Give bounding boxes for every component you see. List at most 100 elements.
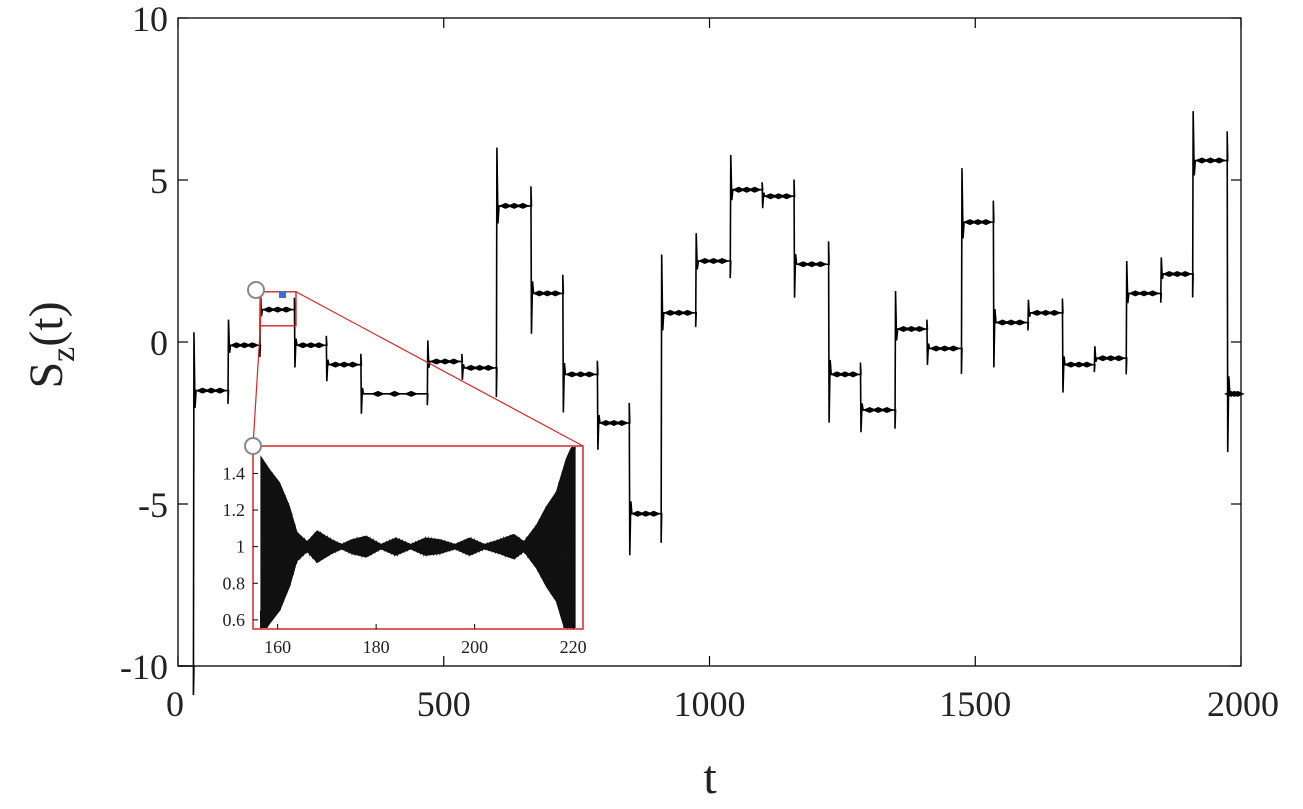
inset-y-tick-label: 1 [236,537,245,557]
oscillation-mark [896,326,911,333]
inset-x-tick-label: 180 [363,637,390,657]
oscillation-mark [370,390,385,397]
y-axis-label-main: S [20,362,73,389]
oscillation-mark [796,261,811,268]
y-tick-label: 10 [132,0,168,39]
zoom-handle-square[interactable] [279,291,286,298]
oscillation-mark [345,361,360,368]
zoom-handle-top[interactable] [247,281,265,299]
oscillation-mark [978,219,993,226]
oscillation-mark [1145,290,1160,297]
oscillation-mark [195,387,210,394]
x-tick-label: 500 [417,684,471,724]
oscillation-mark [638,510,653,517]
oscillation-mark [731,186,746,193]
inset-y-tick-label: 1.2 [223,500,246,520]
oscillation-mark [548,290,563,297]
oscillation-mark [279,306,294,313]
y-tick-label: 0 [150,323,168,363]
oscillation-mark [1111,355,1126,362]
oscillation-mark [846,371,861,378]
y-tick-label: 5 [150,161,168,201]
oscillation-mark [295,342,310,349]
y-axis-label: Sz(t) [20,301,82,388]
oscillation-mark [404,390,419,397]
oscillation-mark [879,407,894,414]
oscillation-mark [946,345,961,352]
oscillation-mark [311,342,326,349]
oscillation-mark [830,371,845,378]
oscillation-mark [532,290,547,297]
y-axis-label-subscript: z [45,347,82,362]
oscillation-mark [715,258,730,264]
y-axis-label-tail: (t) [20,301,73,346]
oscillation-mark [1038,309,1053,316]
inset-x-ticks: 160 180 200 220 [264,624,587,657]
oscillation-mark [680,309,695,316]
oscillation-mark [1137,290,1152,297]
oscillation-mark [1047,309,1062,316]
inset-y-tick-label: 0.8 [223,573,246,593]
oscillation-mark [463,364,478,371]
oscillation-mark [970,219,985,226]
inset-y-ticks: 1.4 1.2 1 0.8 0.6 [223,463,258,630]
oscillation-mark [739,186,754,193]
inset-x-tick-label: 200 [461,637,488,657]
inset-oscillation-line [259,446,576,629]
main-plot: 10 5 0 -5 -10 0 500 1000 1500 2000 Sz(t) t [20,0,1279,804]
oscillation-mark [1230,390,1245,397]
oscillation-mark [245,342,260,349]
oscillation-mark [303,342,318,349]
oscillation-mark [387,390,402,397]
oscillation-mark [663,309,678,316]
oscillation-mark [1103,355,1118,362]
oscillation-mark [995,319,1010,326]
oscillation-mark [270,306,285,313]
oscillation-mark [962,219,977,226]
oscillation-mark [1170,270,1185,277]
oscillation-mark [446,358,461,365]
inset-x-tick-label: 160 [264,637,291,657]
oscillation-mark [582,371,597,378]
inset-y-tick-label: 1.4 [223,463,246,483]
oscillation-mark [779,193,794,200]
oscillation-mark [763,193,778,200]
oscillation-mark [481,364,496,371]
oscillation-mark [813,261,828,268]
oscillation-mark [862,407,877,414]
oscillation-mark [1012,319,1027,326]
oscillation-mark [498,202,513,209]
oscillation-mark [1004,319,1019,326]
oscillation-mark [706,258,721,264]
oscillation-mark [804,261,819,268]
oscillation-mark [929,345,944,352]
oscillation-mark [771,193,786,200]
oscillation-mark [912,326,927,333]
oscillation-mark [328,361,343,368]
oscillation-mark [630,510,645,517]
oscillation-mark [598,420,613,426]
y-tick-label: -5 [138,485,168,525]
oscillation-mark [1095,355,1110,362]
zoom-connector-right [295,291,584,447]
oscillation-mark [507,202,522,209]
zoom-connector-left [252,325,261,447]
y-tick-label: -10 [120,647,168,687]
oscillation-mark [1030,309,1045,316]
oscillation-mark [229,342,244,349]
main-x-ticks: 0 500 1000 1500 2000 [166,18,1279,724]
x-tick-label: 2000 [1207,684,1279,724]
sz-oscillation-marks [195,157,1245,517]
oscillation-mark [1203,157,1218,164]
inset-handle[interactable] [244,437,262,455]
x-tick-label: 0 [166,684,184,724]
oscillation-mark [438,358,453,365]
oscillation-mark [573,371,588,378]
inset-x-tick-label: 220 [560,637,587,657]
zoom-region-box [259,291,297,327]
oscillation-mark [1178,270,1193,277]
oscillation-mark [606,420,621,426]
oscillation-mark [1194,157,1209,164]
inset-plot: 1.4 1.2 1 0.8 0.6 160 180 200 220 [223,437,587,657]
